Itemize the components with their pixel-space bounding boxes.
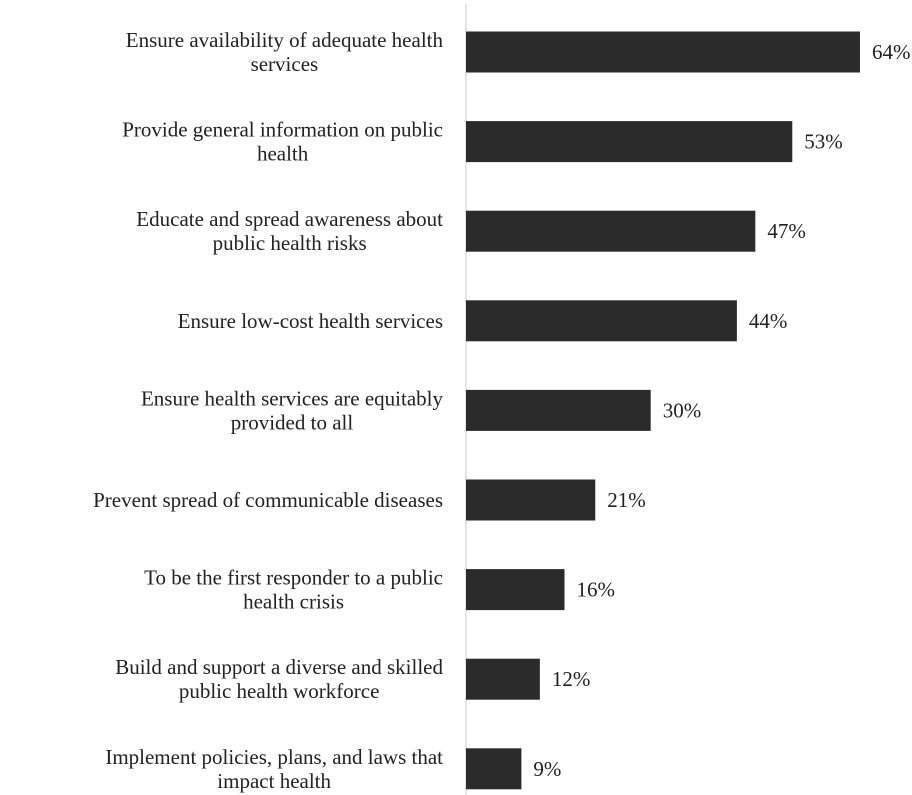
category-label-line: Ensure health services are equitably bbox=[141, 386, 444, 410]
bar bbox=[466, 31, 860, 73]
category-label-line: provided to all bbox=[231, 410, 354, 434]
category-label-line: Ensure low-cost health services bbox=[178, 309, 443, 333]
category-label-line: health bbox=[257, 142, 309, 166]
category-labels-group: Ensure availability of adequate healthse… bbox=[93, 28, 443, 793]
bar-value-label: 44% bbox=[749, 309, 788, 333]
value-labels-group: 64% 53% 47% 44% 30% 21% 16% 12% 9% bbox=[533, 40, 910, 781]
category-label-line: Educate and spread awareness about bbox=[136, 207, 443, 231]
category-label-line: public health workforce bbox=[179, 679, 380, 703]
bar-value-label: 53% bbox=[804, 130, 843, 154]
category-label-line: Implement policies, plans, and laws that bbox=[105, 745, 443, 769]
bar bbox=[466, 389, 651, 431]
category-label-line: Build and support a diverse and skilled bbox=[115, 655, 443, 679]
category-label-line: Prevent spread of communicable diseases bbox=[93, 488, 443, 512]
bar-value-label: 47% bbox=[767, 219, 806, 243]
bar bbox=[466, 210, 756, 252]
bar-value-label: 21% bbox=[607, 488, 646, 512]
category-label-line: Ensure availability of adequate health bbox=[126, 28, 444, 52]
bar-value-label: 16% bbox=[577, 578, 616, 602]
bar bbox=[466, 658, 540, 700]
category-label-line: impact health bbox=[217, 769, 331, 793]
bar bbox=[466, 569, 565, 611]
bar bbox=[466, 121, 793, 163]
bar bbox=[466, 300, 737, 342]
bar-value-label: 9% bbox=[533, 757, 561, 781]
bar bbox=[466, 748, 522, 790]
category-label-line: To be the first responder to a public bbox=[144, 566, 443, 590]
bar-value-label: 30% bbox=[663, 398, 702, 422]
category-label-line: Provide general information on public bbox=[122, 118, 443, 142]
bars-group bbox=[466, 31, 860, 790]
category-label-line: services bbox=[251, 52, 319, 76]
category-label-line: health crisis bbox=[243, 590, 344, 614]
bar-value-label: 12% bbox=[552, 667, 591, 691]
bar-value-label: 64% bbox=[872, 40, 911, 64]
bar bbox=[466, 479, 596, 521]
category-label-line: public health risks bbox=[213, 231, 367, 255]
